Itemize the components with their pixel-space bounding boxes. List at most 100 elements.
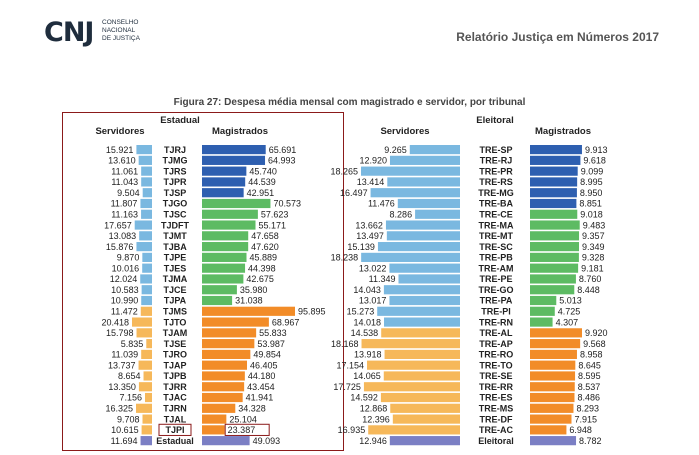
eleitoral-panel-title: Eleitoral xyxy=(476,115,514,126)
estadual-servidores-value-tjsc: 11.163 xyxy=(111,209,138,219)
estadual-label-tjms: TJMS xyxy=(163,306,187,316)
eleitoral-magistrados-bar-tre-ce xyxy=(530,209,578,219)
eleitoral-label-tre-rn: TRE-RN xyxy=(479,317,513,327)
estadual-servidores-bar-tjpe xyxy=(142,252,152,262)
eleitoral-magistrados-bar-tre-ro xyxy=(530,349,577,359)
estadual-magistrados-value-tjse: 53.987 xyxy=(257,339,285,349)
eleitoral-servidores-bar-tre-se xyxy=(383,371,460,381)
estadual-label-tjrn: TJRN xyxy=(163,404,187,414)
eleitoral-label-tre-pa: TRE-PA xyxy=(480,296,513,306)
eleitoral-magistrados-bar-tre-to xyxy=(530,360,576,370)
estadual-magistrados-value-tjrn: 34.328 xyxy=(238,404,266,414)
eleitoral-magistrados-value-tre-sc: 9.349 xyxy=(582,242,605,252)
eleitoral-label-tre-pe: TRE-PE xyxy=(479,274,512,284)
eleitoral-label-tre-se: TRE-SE xyxy=(479,371,512,381)
estadual-magistrados-value-tjal: 25.104 xyxy=(229,414,257,424)
estadual-magistrados-value-tjpi: 23.387 xyxy=(228,425,256,435)
eleitoral-servidores-bar-tre-sc xyxy=(377,242,460,252)
estadual-servidores-bar-tjrr xyxy=(138,382,152,392)
estadual-magistrados-value-tjpb: 44.180 xyxy=(248,371,276,381)
estadual-value-box-tjpi xyxy=(224,423,270,436)
estadual-label-tjap: TJAP xyxy=(163,360,186,370)
estadual-magistrados-value-tjms: 95.895 xyxy=(298,306,326,316)
estadual-servidores-value-tjsp: 9.504 xyxy=(117,188,140,198)
estadual-servidores-value-tjpi: 10.615 xyxy=(111,425,139,435)
estadual-magistrados-bar-tjmt xyxy=(202,231,249,241)
eleitoral-servidores-value-tre-pe: 11.349 xyxy=(369,274,396,284)
estadual-servidores-value-tjro: 11.039 xyxy=(111,350,138,360)
eleitoral-magistrados-value-tre-rn: 4.307 xyxy=(556,317,579,327)
estadual-magistrados-bar-tjam xyxy=(202,328,257,338)
eleitoral-label-tre-rs: TRE-RS xyxy=(479,177,513,187)
estadual-magistrados-value-tjro: 49.854 xyxy=(253,350,281,360)
eleitoral-servidores-value-tre-rn: 14.018 xyxy=(353,317,381,327)
estadual-servidores-value-tjpa: 10.990 xyxy=(111,296,139,306)
logo-text-line-3: de Justiça xyxy=(102,35,140,42)
eleitoral-servidores-bar-tre-am xyxy=(389,263,460,273)
estadual-servidores-bar-tjto xyxy=(132,317,152,327)
eleitoral-servidores-value-eleitoral: 12.946 xyxy=(359,436,387,446)
estadual-servidores-bar-tjpi xyxy=(141,425,152,435)
eleitoral-label-tre-al: TRE-AL xyxy=(480,328,513,338)
estadual-servidores-bar-estadual xyxy=(140,436,152,446)
estadual-label-tjpr: TJPR xyxy=(163,177,187,187)
estadual-servidores-bar-tjba xyxy=(136,242,152,252)
eleitoral-servidores-bar-tre-ro xyxy=(384,349,460,359)
eleitoral-magistrados-bar-tre-rs xyxy=(530,177,578,187)
estadual-servidores-value-tjac: 7.156 xyxy=(119,393,142,403)
estadual-servidores-value-tjpr: 11.043 xyxy=(111,177,138,187)
eleitoral-magistrados-bar-tre-pr xyxy=(530,166,578,176)
eleitoral-magistrados-value-tre-rs: 8.995 xyxy=(580,177,603,187)
estadual-magistrados-value-tjmg: 64.993 xyxy=(268,156,296,166)
eleitoral-servidores-value-tre-ro: 13.918 xyxy=(354,350,382,360)
estadual-servidores-value-tjse: 5.835 xyxy=(121,339,144,349)
eleitoral-servidores-bar-tre-pb xyxy=(361,252,460,262)
eleitoral-servidores-bar-tre-pr xyxy=(361,166,460,176)
estadual-magistrados-bar-tjpe xyxy=(202,252,247,262)
eleitoral-magistrados-value-tre-ba: 8.851 xyxy=(579,199,602,209)
eleitoral-servidores-bar-tre-mt xyxy=(386,231,460,241)
eleitoral-magistrados-value-tre-rr: 8.537 xyxy=(578,382,601,392)
estadual-magistrados-bar-tjba xyxy=(202,242,249,252)
eleitoral-servidores-bar-eleitoral xyxy=(389,436,460,446)
eleitoral-servidores-value-tre-ac: 16.935 xyxy=(338,425,366,435)
eleitoral-servidores-bar-tre-ac xyxy=(368,425,460,435)
eleitoral-servidores-value-tre-pr: 18.265 xyxy=(330,166,358,176)
estadual-servidores-bar-tjmg xyxy=(138,155,152,165)
estadual-servidores-bar-tjdft xyxy=(134,220,152,230)
estadual-magistrados-value-tjpe: 45.889 xyxy=(250,253,278,263)
eleitoral-magistrados-value-tre-mt: 9.357 xyxy=(582,231,605,241)
eleitoral-magistrados-value-tre-al: 9.920 xyxy=(585,328,608,338)
estadual-label-tjam: TJAM xyxy=(163,328,188,338)
estadual-servidores-value-tjma: 12.024 xyxy=(110,274,138,284)
estadual-label-tjto: TJTO xyxy=(164,317,187,327)
estadual-magistrados-bar-tjac xyxy=(202,392,243,403)
eleitoral-magistrados-value-tre-se: 8.595 xyxy=(578,371,601,381)
estadual-panel-title: Estadual xyxy=(160,115,200,126)
estadual-servidores-bar-tjpb xyxy=(143,371,152,381)
estadual-magistrados-value-tjes: 44.398 xyxy=(248,263,276,273)
eleitoral-label-tre-ms: TRE-MS xyxy=(479,404,514,414)
logo-text-line-1: Conselho xyxy=(102,19,139,26)
eleitoral-magistrados-value-tre-ce: 9.018 xyxy=(580,209,603,219)
estadual-label-tjba: TJBA xyxy=(163,242,187,252)
eleitoral-label-tre-pi: TRE-PI xyxy=(481,306,511,316)
estadual-magistrados-bar-tjms xyxy=(202,306,295,316)
estadual-label-tjgo: TJGO xyxy=(163,199,188,209)
eleitoral-magistrados-value-tre-ac: 6.948 xyxy=(569,425,592,435)
eleitoral-servidores-bar-tre-al xyxy=(381,328,460,338)
eleitoral-servidores-bar-tre-df xyxy=(392,414,460,424)
estadual-servidores-bar-tjgo xyxy=(140,198,152,209)
estadual-servidores-value-tjam: 15.798 xyxy=(106,328,134,338)
estadual-servidores-bar-tjrj xyxy=(136,145,152,155)
eleitoral-magistrados-value-tre-pr: 9.099 xyxy=(581,166,604,176)
estadual-magistrados-value-tjam: 55.833 xyxy=(259,328,287,338)
estadual-magistrados-bar-tjma xyxy=(202,274,244,284)
eleitoral-servidores-value-tre-ma: 13.662 xyxy=(355,220,383,230)
eleitoral-magistrados-value-tre-ap: 9.568 xyxy=(583,339,606,349)
estadual-magistrados-value-tjrj: 65.691 xyxy=(269,145,297,155)
estadual-magistrados-value-tjto: 68.967 xyxy=(272,317,300,327)
estadual-magistrados-value-tjsc: 57.623 xyxy=(261,209,289,219)
estadual-magistrados-value-tjsp: 42.951 xyxy=(247,188,275,198)
eleitoral-magistrados-value-tre-go: 8.448 xyxy=(577,285,600,295)
